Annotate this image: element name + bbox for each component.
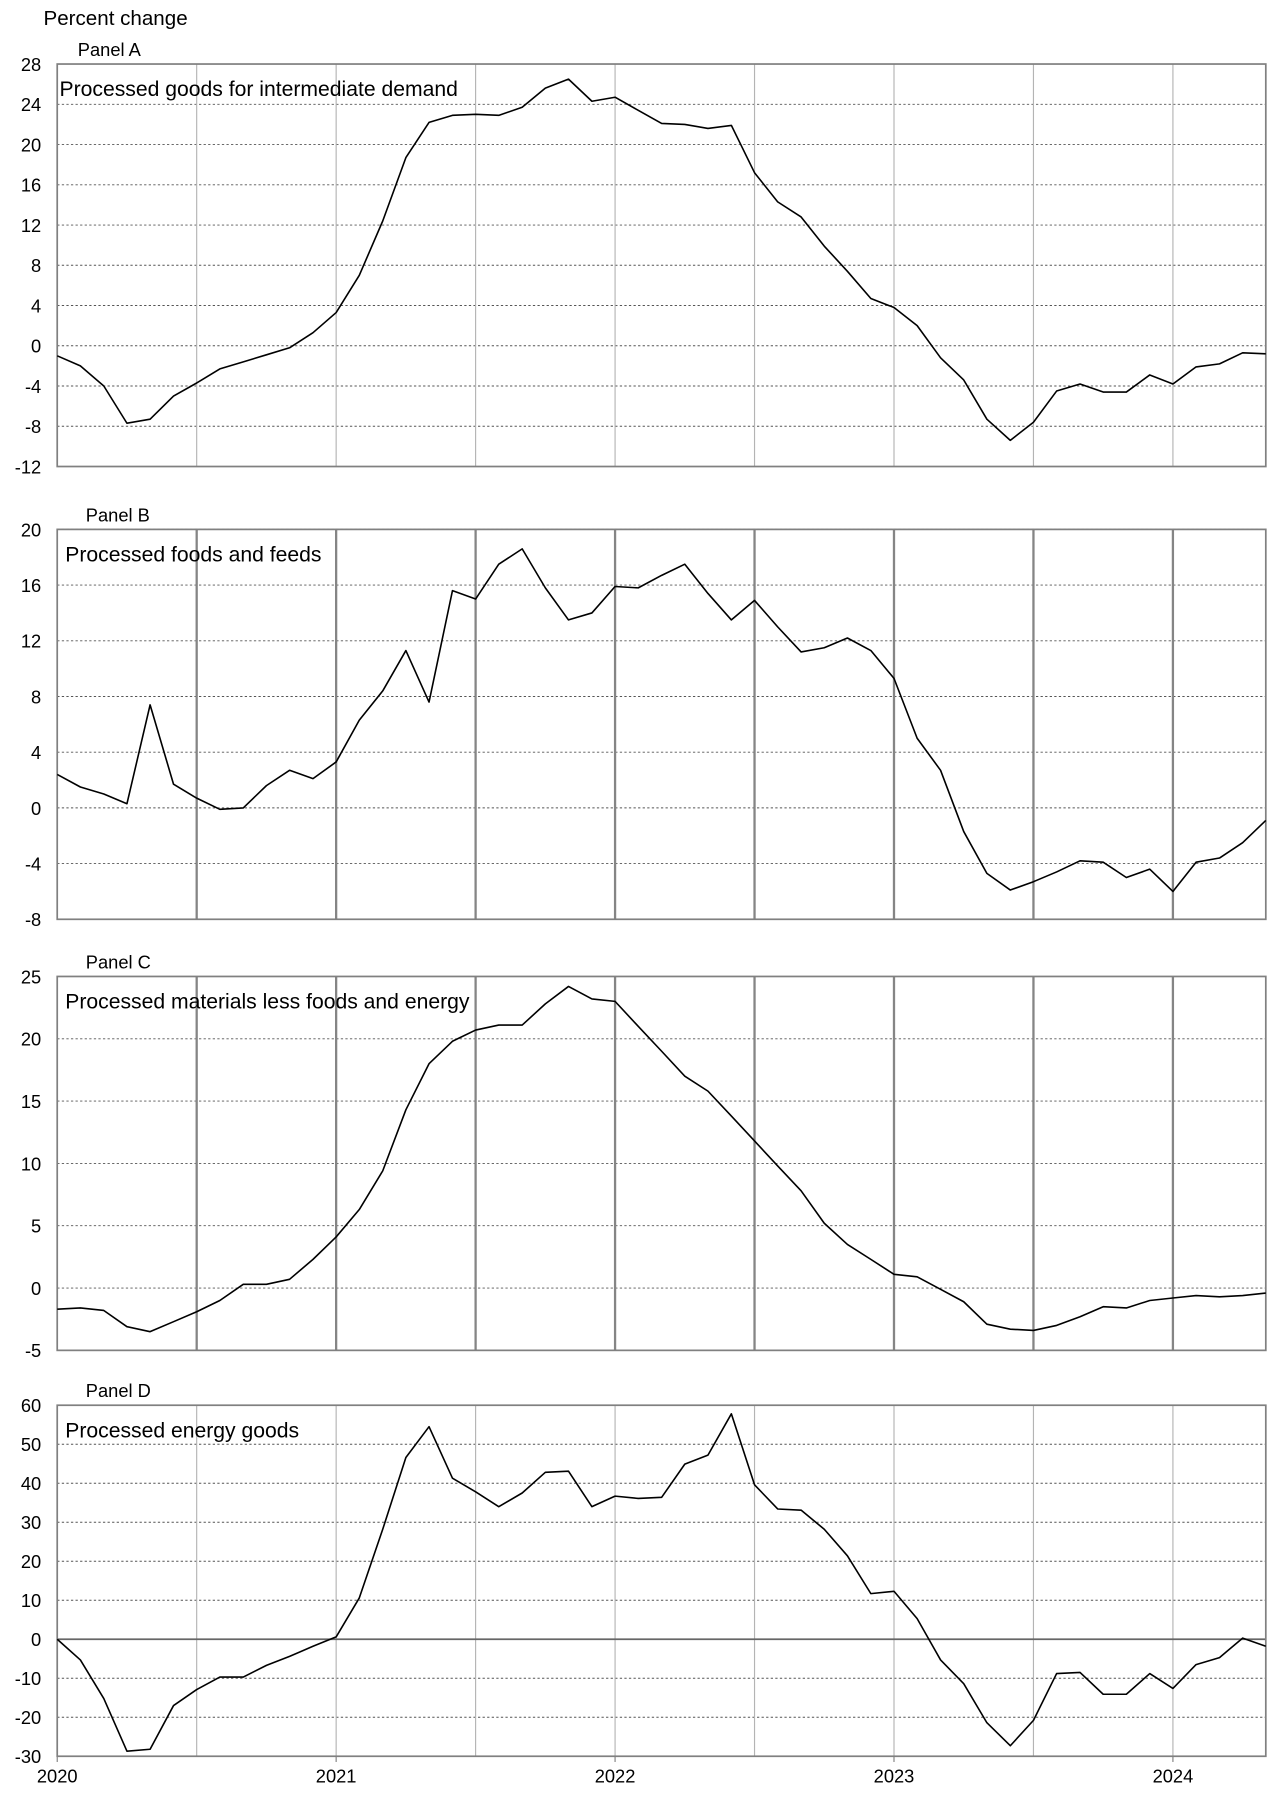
- x-tick-label: 2022: [595, 1766, 636, 1787]
- y-tick-label: 20: [21, 134, 41, 155]
- panel-label: Panel C: [86, 951, 151, 972]
- y-tick-label: 12: [21, 631, 41, 652]
- y-tick-label: -30: [15, 1746, 41, 1767]
- y-tick-label: -4: [25, 376, 41, 397]
- data-line: [57, 985, 1266, 1333]
- y-tick-label: -8: [25, 416, 41, 437]
- data-line: [56, 548, 1267, 893]
- plot-frame: [56, 63, 1267, 468]
- y-tick-label: -10: [15, 1668, 41, 1689]
- plot-frame: [56, 528, 1267, 921]
- y-tick-label: 0: [31, 1278, 41, 1299]
- y-tick-label: -20: [15, 1707, 41, 1728]
- data-line: [56, 1413, 1267, 1752]
- panel-label: Panel A: [78, 39, 142, 60]
- data-line: [56, 78, 1266, 442]
- y-tick-label: 60: [21, 1395, 41, 1416]
- y-tick-label: 16: [21, 175, 41, 196]
- panel-title: Processed energy goods: [65, 1419, 299, 1442]
- y-tick-label: -4: [25, 853, 41, 874]
- panel-label: Panel D: [86, 1380, 151, 1401]
- y-tick-label: 12: [21, 215, 41, 236]
- y-tick-label: -5: [25, 1340, 41, 1361]
- x-tick-label: 2021: [316, 1766, 357, 1787]
- y-tick-label: 4: [31, 742, 41, 763]
- y-tick-label: 0: [31, 1629, 41, 1650]
- y-tick-label: 25: [21, 966, 41, 987]
- y-tick-label: 8: [31, 686, 41, 707]
- panel-title: Processed foods and feeds: [65, 543, 321, 566]
- y-tick-label: 0: [31, 798, 41, 819]
- panel-title: Processed materials less foods and energ…: [65, 990, 470, 1013]
- y-tick-label: 8: [31, 255, 41, 276]
- y-tick-label: 10: [21, 1153, 41, 1174]
- x-tick-label: 2023: [874, 1766, 915, 1787]
- y-tick-label: 15: [21, 1091, 41, 1112]
- y-tick-label: 20: [21, 519, 41, 540]
- y-tick-label: 50: [21, 1434, 41, 1455]
- y-axis-label: Percent change: [44, 7, 188, 30]
- y-tick-label: 0: [31, 336, 41, 357]
- y-tick-label: -8: [25, 909, 41, 930]
- y-tick-label: 28: [21, 54, 41, 75]
- x-tick-label: 2024: [1153, 1766, 1194, 1787]
- y-tick-label: 16: [21, 575, 41, 596]
- y-tick-label: 5: [31, 1216, 41, 1237]
- y-tick-label: 20: [21, 1029, 41, 1050]
- panel-title: Processed goods for intermediate demand: [60, 78, 458, 101]
- panel-label: Panel B: [86, 504, 150, 525]
- plot-frame: [56, 975, 1267, 1352]
- y-tick-label: 40: [21, 1473, 41, 1494]
- y-tick-label: -12: [15, 456, 41, 477]
- y-tick-label: 24: [21, 94, 41, 115]
- y-tick-label: 30: [21, 1512, 41, 1533]
- y-tick-label: 20: [21, 1551, 41, 1572]
- y-tick-label: 10: [21, 1590, 41, 1611]
- plot-frame: [56, 1404, 1267, 1758]
- x-tick-label: 2020: [37, 1766, 78, 1787]
- y-tick-label: 4: [31, 295, 41, 316]
